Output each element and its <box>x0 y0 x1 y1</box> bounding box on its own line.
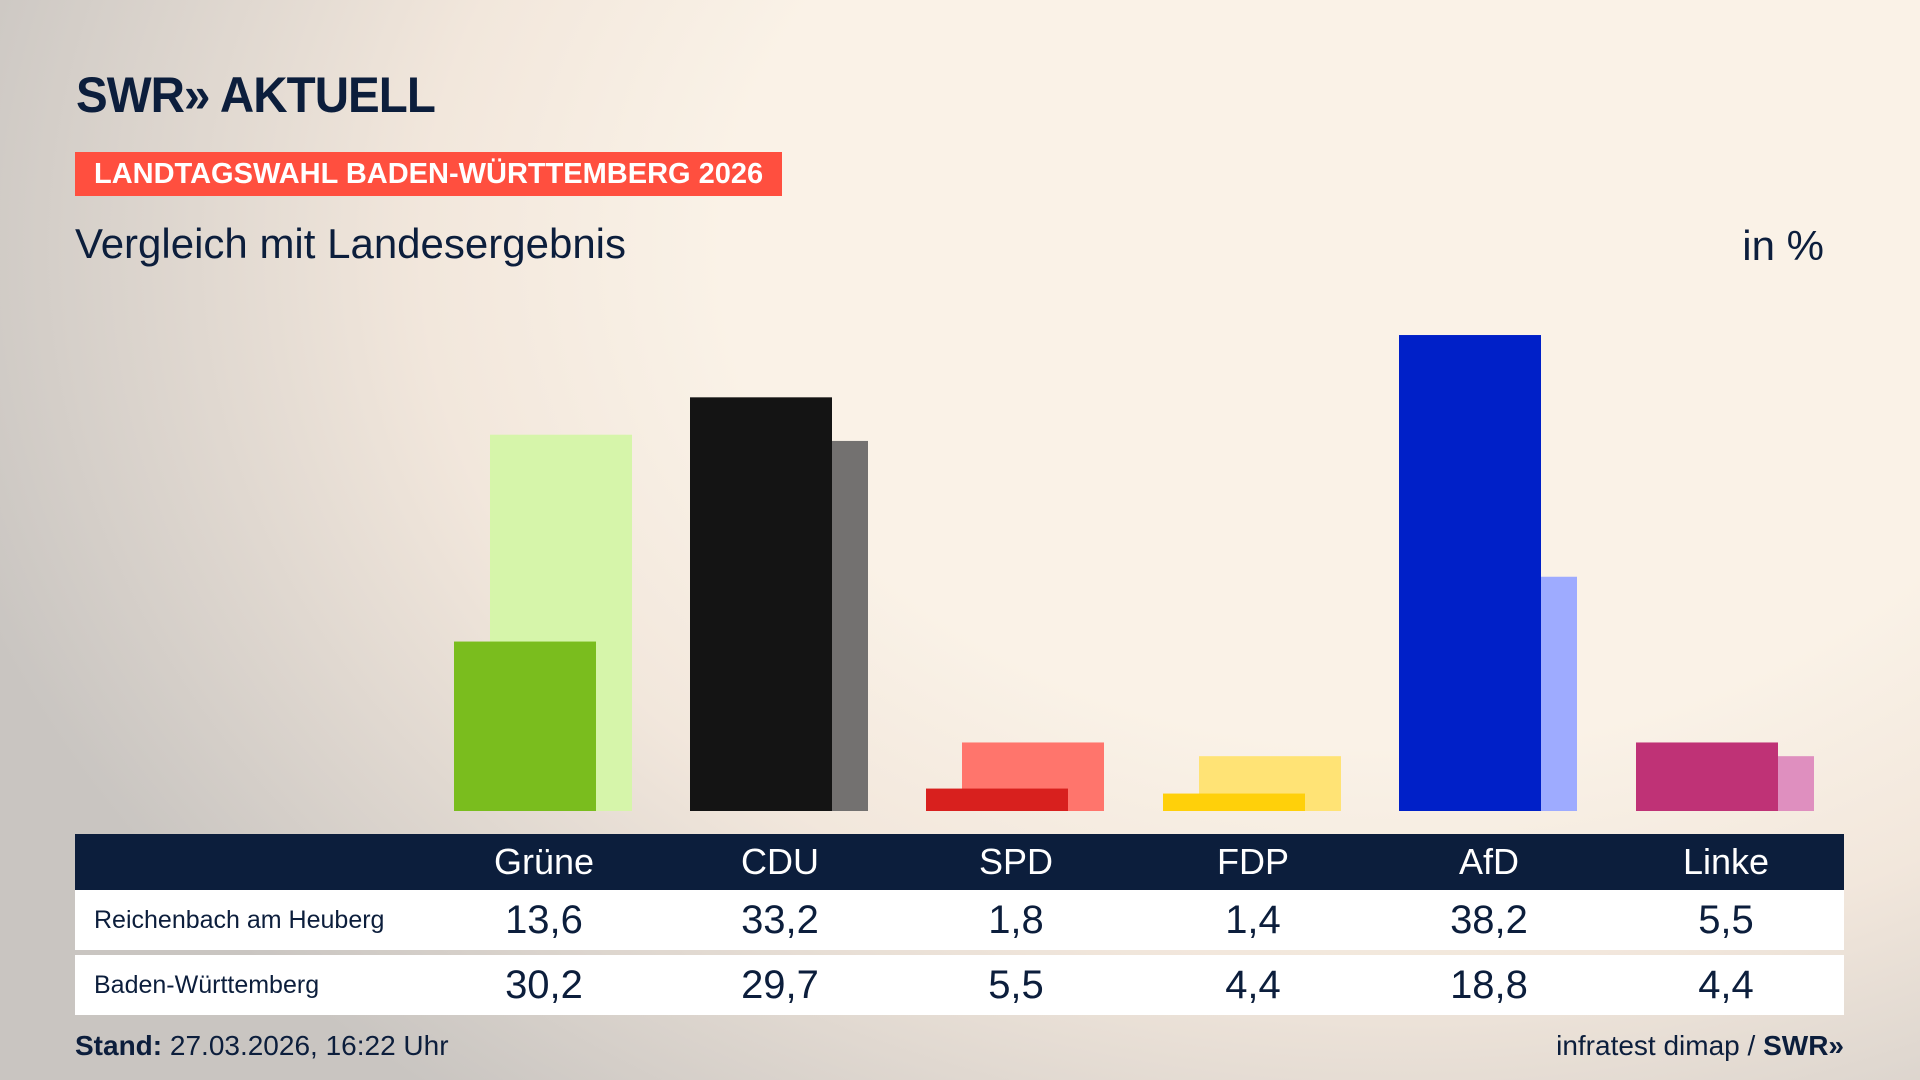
value-cell: 38,2 <box>1450 898 1528 942</box>
timestamp: Stand: 27.03.2026, 16:22 Uhr <box>75 1030 449 1062</box>
party-header: SPD <box>978 841 1054 882</box>
local-bar-fdp <box>1163 793 1305 811</box>
value-cell: 1,8 <box>988 898 1044 942</box>
source-text: infratest dimap / <box>1556 1030 1764 1061</box>
source: infratest dimap / SWR» <box>1556 1030 1844 1062</box>
stand-label: Stand: <box>75 1030 163 1061</box>
election-banner: LANDTAGSWAHL BADEN-WÜRTTEMBERG 2026 <box>75 152 783 196</box>
value-cell: 5,5 <box>1698 898 1754 942</box>
row-label: Reichenbach am Heuberg <box>94 906 385 934</box>
party-header: AfD <box>1458 841 1519 882</box>
party-header: Grüne <box>493 841 595 882</box>
row-label: Baden-Württemberg <box>94 971 320 999</box>
bar-chart <box>454 335 1814 811</box>
local-bar-grüne <box>454 641 596 811</box>
results-table: Grüne CDU SPD FDP AfD Linke Reichenbach am He… <box>75 834 1844 1015</box>
value-cell: 18,8 <box>1450 963 1528 1007</box>
local-bar-linke <box>1636 742 1778 811</box>
stand-value: 27.03.2026, 16:22 Uhr <box>162 1030 449 1061</box>
party-header: FDP <box>1217 841 1289 882</box>
value-cell: 5,5 <box>988 963 1044 1007</box>
party-header: CDU <box>741 841 819 882</box>
table-header: Grüne CDU SPD FDP AfD Linke <box>75 834 1844 890</box>
value-cell: 30,2 <box>505 963 583 1007</box>
value-cell: 29,7 <box>741 963 819 1007</box>
local-bar-spd <box>926 788 1068 811</box>
local-bar-afd <box>1399 335 1541 811</box>
local-bar-cdu <box>690 397 832 811</box>
unit-label: in % <box>1742 222 1824 269</box>
table-row: Reichenbach am Heuberg 13,6 33,2 1,8 1,4 38,… <box>75 890 1844 950</box>
swr-logo: SWR» <box>1763 1030 1844 1061</box>
value-cell: 1,4 <box>1225 898 1281 942</box>
swr-aktuell-logo: SWR» AKTUELL <box>76 67 436 123</box>
value-cell: 33,2 <box>741 898 819 942</box>
value-cell: 4,4 <box>1225 963 1281 1007</box>
chart-subtitle: Vergleich mit Landesergebnis <box>75 220 627 267</box>
value-cell: 4,4 <box>1698 963 1754 1007</box>
party-header: Linke <box>1682 841 1770 882</box>
table-row: Baden-Württemberg 30,2 29,7 5,5 4,4 18,8 4,4 <box>75 955 1844 1015</box>
value-cell: 13,6 <box>505 898 583 942</box>
